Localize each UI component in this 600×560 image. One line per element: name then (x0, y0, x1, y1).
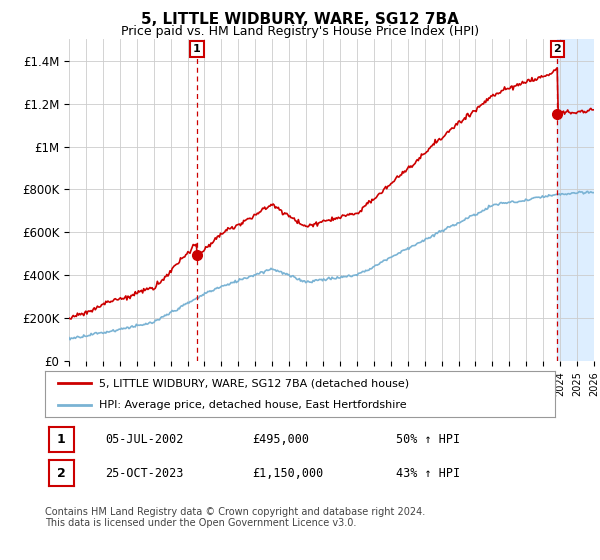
Text: 1: 1 (193, 44, 201, 54)
Text: 50% ↑ HPI: 50% ↑ HPI (396, 433, 460, 446)
Text: 5, LITTLE WIDBURY, WARE, SG12 7BA: 5, LITTLE WIDBURY, WARE, SG12 7BA (141, 12, 459, 27)
Text: 5, LITTLE WIDBURY, WARE, SG12 7BA (detached house): 5, LITTLE WIDBURY, WARE, SG12 7BA (detac… (98, 378, 409, 388)
Text: 05-JUL-2002: 05-JUL-2002 (105, 433, 184, 446)
Bar (557, 39, 594, 361)
Text: Contains HM Land Registry data © Crown copyright and database right 2024.
This d: Contains HM Land Registry data © Crown c… (45, 507, 425, 529)
Text: £1,150,000: £1,150,000 (252, 466, 323, 480)
Text: Price paid vs. HM Land Registry's House Price Index (HPI): Price paid vs. HM Land Registry's House … (121, 25, 479, 38)
Text: £495,000: £495,000 (252, 433, 309, 446)
Text: HPI: Average price, detached house, East Hertfordshire: HPI: Average price, detached house, East… (98, 400, 406, 410)
Text: 1: 1 (57, 433, 65, 446)
Text: 2: 2 (57, 466, 65, 480)
Text: 43% ↑ HPI: 43% ↑ HPI (396, 466, 460, 480)
Text: 2: 2 (553, 44, 561, 54)
Text: 25-OCT-2023: 25-OCT-2023 (105, 466, 184, 480)
